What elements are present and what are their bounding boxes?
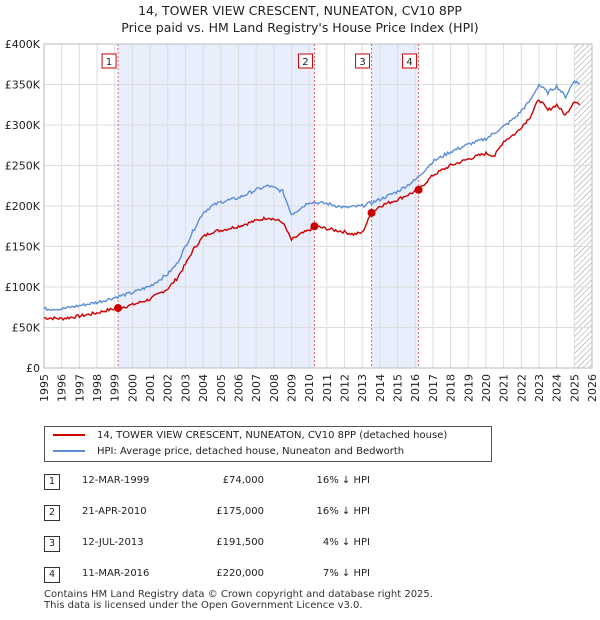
x-tick-label: 2000 (126, 374, 139, 402)
y-tick-label: £300K (5, 119, 41, 132)
x-tick-label: 2018 (445, 374, 458, 402)
x-tick-label: 2019 (462, 374, 475, 402)
y-tick-label: £150K (5, 241, 41, 254)
transaction-hpi-diff: 16% ↓ HPI (316, 506, 370, 517)
transaction-label-box (355, 53, 371, 69)
y-tick-label: £100K (5, 281, 41, 294)
footer-line-2: This data is licensed under the Open Gov… (44, 600, 363, 611)
transaction-point (310, 222, 319, 231)
hpi-line (43, 80, 581, 312)
x-tick-label: 2006 (232, 374, 245, 402)
chart-subtitle: Price paid vs. HM Land Registry's House … (121, 20, 479, 35)
transaction-badge: 2 (44, 505, 60, 521)
x-tick-label: 2026 (586, 374, 599, 402)
transaction-label: 1 (106, 57, 112, 68)
x-tick-label: 2025 (568, 374, 581, 402)
plot-border (43, 43, 593, 369)
x-tick-label: 2005 (215, 374, 228, 402)
x-tick-label: 2014 (374, 374, 387, 402)
transaction-hpi-diff: 16% ↓ HPI (316, 475, 370, 486)
transaction-point (114, 304, 123, 313)
transaction-point (367, 208, 376, 217)
x-tick-label: 2024 (551, 374, 564, 402)
chart-title: 14, TOWER VIEW CRESCENT, NUNEATON, CV10 … (138, 3, 462, 18)
x-tick-label: 2013 (356, 374, 369, 402)
transaction-price: £220,000 (216, 568, 264, 579)
transaction-badge: 4 (44, 567, 60, 583)
transaction-price: £175,000 (216, 506, 264, 517)
x-tick-label: 2023 (533, 374, 546, 402)
transaction-date: 12-MAR-1999 (82, 475, 150, 486)
legend-label-property: 14, TOWER VIEW CRESCENT, NUNEATON, CV10 … (97, 430, 448, 441)
transaction-date: 21-APR-2010 (82, 506, 147, 517)
transaction-price: £74,000 (222, 475, 264, 486)
chart-title-block: 14, TOWER VIEW CRESCENT, NUNEATON, CV10 … (0, 2, 600, 36)
x-tick-label: 2010 (303, 374, 316, 402)
transaction-label: 3 (359, 57, 365, 68)
transaction-date: 12-JUL-2013 (82, 537, 144, 548)
legend-swatch-hpi (53, 450, 85, 452)
y-tick-label: £50K (12, 322, 41, 335)
x-tick-label: 1996 (56, 374, 69, 402)
transaction-label-box (402, 53, 418, 69)
price-chart: £0 £50K £100K £150K £200K £250K £300K £350K £400… (5, 38, 599, 402)
x-tick-label: 2017 (427, 374, 440, 402)
legend-swatch-property (53, 434, 85, 436)
transaction-price: £191,500 (216, 537, 264, 548)
x-tick-label: 2021 (498, 374, 511, 402)
x-tick-label: 2012 (339, 374, 352, 402)
x-tick-label: 2016 (409, 374, 422, 402)
transaction-badge: 1 (44, 474, 60, 490)
x-tick-label: 2002 (162, 374, 175, 402)
x-tick-label: 1998 (91, 374, 104, 402)
x-tick-label: 2008 (268, 374, 281, 402)
transaction-point (414, 185, 423, 194)
x-tick-label: 1999 (109, 374, 122, 402)
x-tick-label: 2007 (250, 374, 263, 402)
transaction-badge: 3 (44, 536, 60, 552)
legend-item-hpi: HPI: Average price, detached house, Nune… (53, 444, 404, 460)
x-tick-label: 1995 (38, 374, 51, 402)
x-tick-label: 2015 (392, 374, 405, 402)
y-tick-label: £350K (5, 79, 41, 92)
x-tick-label: 2022 (515, 374, 528, 402)
y-tick-label: £400K (5, 38, 41, 51)
x-tick-label: 2001 (144, 374, 157, 402)
transaction-label: 4 (406, 57, 412, 68)
x-tick-label: 2020 (480, 374, 493, 402)
x-tick-label: 2011 (321, 374, 334, 402)
y-tick-label: £0 (26, 362, 40, 375)
x-tick-label: 2004 (197, 374, 210, 402)
x-tick-label: 1997 (73, 374, 86, 402)
transaction-label: 2 (302, 57, 308, 68)
footer: Contains HM Land Registry data © Crown c… (44, 589, 433, 611)
legend-label-hpi: HPI: Average price, detached house, Nune… (97, 446, 405, 457)
y-tick-label: £250K (5, 160, 41, 173)
transaction-label-box (101, 53, 117, 69)
y-tick-label: £200K (5, 200, 41, 213)
legend: 14, TOWER VIEW CRESCENT, NUNEATON, CV10 … (44, 426, 492, 462)
transaction-label-box (297, 53, 313, 69)
transaction-date: 11-MAR-2016 (82, 568, 150, 579)
transaction-hpi-diff: 7% ↓ HPI (322, 568, 370, 579)
x-tick-label: 2009 (285, 374, 298, 402)
transaction-hpi-diff: 4% ↓ HPI (322, 537, 370, 548)
x-tick-label: 2003 (179, 374, 192, 402)
legend-item-property: 14, TOWER VIEW CRESCENT, NUNEATON, CV10 … (53, 428, 447, 444)
footer-line-1: Contains HM Land Registry data © Crown c… (44, 589, 433, 600)
